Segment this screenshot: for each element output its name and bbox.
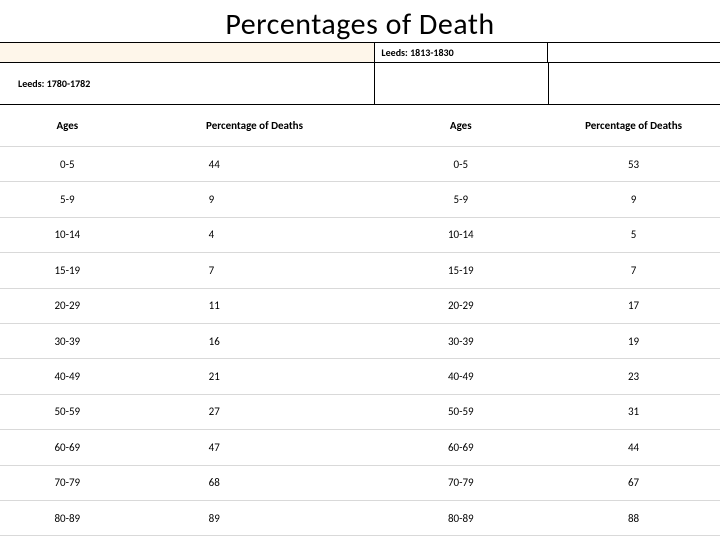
table-cell: 80-89 (0, 512, 135, 525)
table-cell: 50-59 (0, 405, 135, 418)
table-cell: 53 (547, 158, 720, 171)
table-cell: 70-79 (0, 476, 135, 489)
table-cell: 44 (547, 441, 720, 454)
table-cell: 60-69 (374, 441, 547, 454)
table-cell: 50-59 (374, 405, 547, 418)
table-row: 5-995-99 (0, 182, 720, 217)
table-cell: 4 (135, 228, 375, 241)
table-cell: 20-29 (374, 299, 547, 312)
table-cell: 21 (135, 370, 375, 383)
col-header-ages-2: Ages (374, 119, 547, 132)
header-right-spacer (548, 43, 720, 62)
table-row: 15-19715-197 (0, 253, 720, 288)
table-cell: 16 (135, 335, 375, 348)
table-cell: 40-49 (0, 370, 135, 383)
table-cell: 20-29 (0, 299, 135, 312)
table-row: 10-14410-145 (0, 218, 720, 253)
column-header-row: Ages Percentage of Deaths Ages Percentag… (0, 105, 720, 147)
table-cell: 5 (547, 228, 720, 241)
col-header-ages-1: Ages (0, 119, 135, 132)
table-row: 60-694760-6944 (0, 430, 720, 465)
header-row: Leeds: 1780-1782 Leeds: 1813-1830 (0, 43, 720, 105)
header-right-bottom-b (548, 63, 720, 104)
page-title: Percentages of Death (0, 0, 720, 45)
table-cell: 88 (547, 512, 720, 525)
table-cell: 23 (547, 370, 720, 383)
table-cell: 10-14 (374, 228, 547, 241)
table-cell: 5-9 (374, 193, 547, 206)
table-cell: 80-89 (374, 512, 547, 525)
table-cell: 40-49 (374, 370, 547, 383)
table-cell: 30-39 (0, 335, 135, 348)
table-row: 40-492140-4923 (0, 359, 720, 394)
header-right-bottom-a (375, 63, 547, 104)
table-cell: 31 (547, 405, 720, 418)
table-cell: 70-79 (374, 476, 547, 489)
table-cell: 9 (135, 193, 375, 206)
table-cell: 60-69 (0, 441, 135, 454)
table-row: 80-898980-8988 (0, 501, 720, 536)
table-cell: 30-39 (374, 335, 547, 348)
table-cell: 11 (135, 299, 375, 312)
col-header-pct-1: Percentage of Deaths (135, 119, 375, 132)
table-cell: 10-14 (0, 228, 135, 241)
header-left-label: Leeds: 1780-1782 (0, 63, 135, 104)
table-cell: 68 (135, 476, 375, 489)
header-top-left-blank (0, 43, 374, 63)
table-row: 70-796870-7967 (0, 466, 720, 501)
table-cell: 67 (547, 476, 720, 489)
col-header-pct-2: Percentage of Deaths (547, 119, 720, 132)
table-row: 20-291120-2917 (0, 289, 720, 324)
table-row: 50-592750-5931 (0, 395, 720, 430)
table-body: 0-5440-5535-995-9910-14410-14515-19715-1… (0, 147, 720, 536)
table-cell: 27 (135, 405, 375, 418)
data-grid: Leeds: 1780-1782 Leeds: 1813-1830 Ages P… (0, 42, 720, 540)
table-cell: 15-19 (0, 264, 135, 277)
table-cell: 7 (135, 264, 375, 277)
table-cell: 17 (547, 299, 720, 312)
table-row: 0-5440-553 (0, 147, 720, 182)
table-row: 30-391630-3919 (0, 324, 720, 359)
table-cell: 47 (135, 441, 375, 454)
table-cell: 15-19 (374, 264, 547, 277)
table-cell: 9 (547, 193, 720, 206)
table-cell: 19 (547, 335, 720, 348)
table-cell: 7 (547, 264, 720, 277)
header-left-spacer (135, 63, 375, 104)
table-cell: 89 (135, 512, 375, 525)
header-right-label: Leeds: 1813-1830 (375, 43, 547, 62)
table-cell: 5-9 (0, 193, 135, 206)
table-cell: 44 (135, 158, 375, 171)
table-cell: 0-5 (374, 158, 547, 171)
table-cell: 0-5 (0, 158, 135, 171)
